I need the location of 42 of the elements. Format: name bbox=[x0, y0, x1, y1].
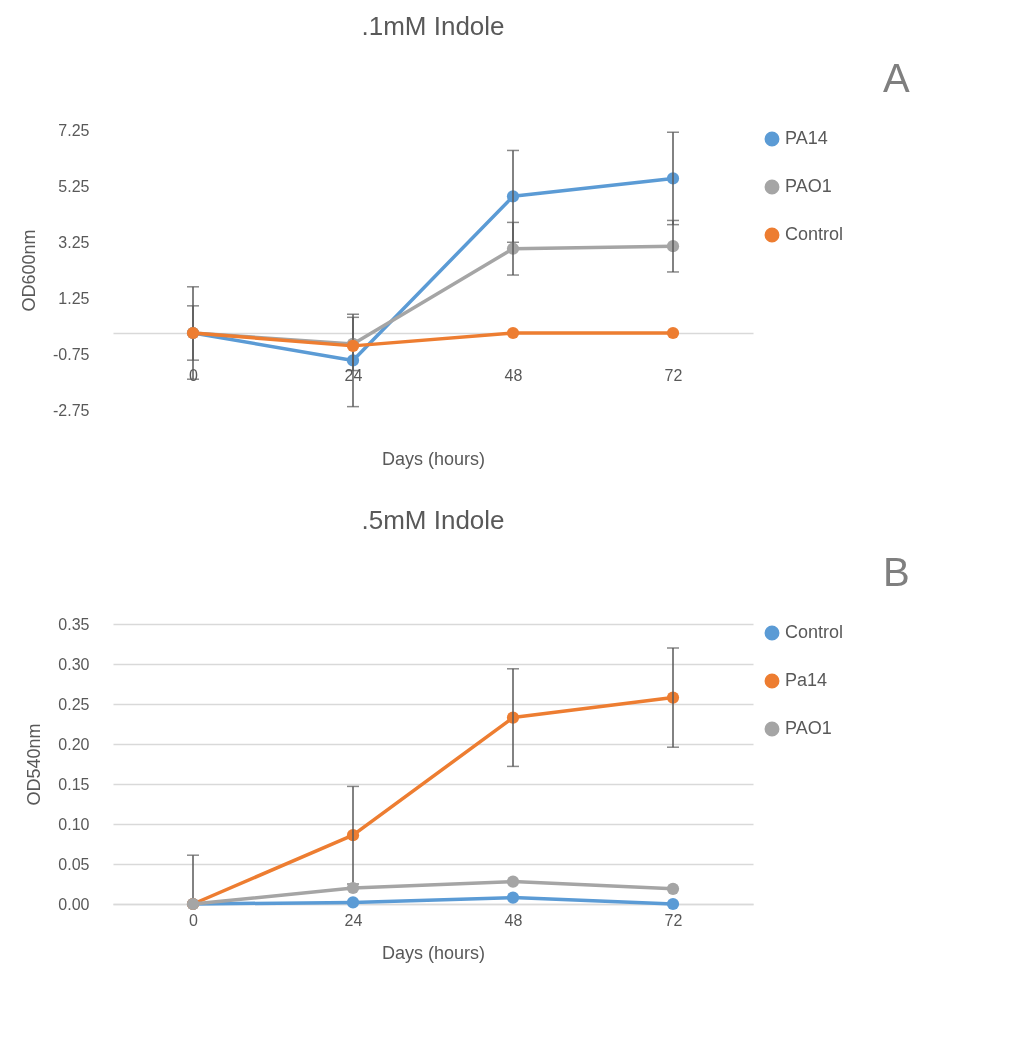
y-tick-label: 0.10 bbox=[58, 815, 90, 833]
x-axis-title: Days (hours) bbox=[381, 448, 486, 469]
y-tick-label: 0.00 bbox=[58, 895, 90, 913]
y-tick-label: 5.25 bbox=[58, 177, 90, 195]
legend-label: PAO1 bbox=[785, 718, 832, 738]
point bbox=[666, 897, 680, 911]
y-tick-label: 0.30 bbox=[58, 655, 90, 673]
point bbox=[346, 896, 360, 909]
chart-title: .1mM Indole bbox=[361, 11, 505, 41]
x-tick-label: 72 bbox=[664, 911, 683, 929]
legend-label: Control bbox=[785, 622, 844, 642]
point bbox=[506, 326, 520, 340]
x-tick-label: 48 bbox=[504, 366, 523, 384]
y-axis-title: OD540nm bbox=[24, 723, 45, 806]
x-axis-title: Days (hours) bbox=[381, 942, 486, 963]
y-tick-label: 0.15 bbox=[58, 775, 90, 793]
y-tick-label: 0.25 bbox=[58, 695, 90, 713]
y-tick-label: 0.35 bbox=[58, 615, 90, 633]
point bbox=[346, 881, 360, 895]
y-tick-label: -0.75 bbox=[53, 345, 90, 363]
x-tick-label: 0 bbox=[189, 911, 199, 929]
chart-title: .5mM Indole bbox=[361, 505, 505, 535]
x-tick-label: 48 bbox=[504, 911, 523, 929]
y-tick-label: 7.25 bbox=[58, 121, 90, 139]
y-tick-label: -2.75 bbox=[53, 401, 90, 419]
x-tick-label: 72 bbox=[664, 366, 683, 384]
legend-label: Control bbox=[785, 224, 844, 244]
y-axis-title: OD600nm bbox=[19, 229, 40, 312]
legend-label: PA14 bbox=[785, 128, 828, 148]
legend-label: PAO1 bbox=[785, 176, 832, 196]
text: B bbox=[883, 550, 910, 594]
point bbox=[506, 891, 520, 904]
point bbox=[666, 882, 680, 895]
y-tick-label: 3.25 bbox=[58, 233, 90, 251]
text: A bbox=[883, 56, 910, 100]
y-tick-label: 0.05 bbox=[58, 855, 90, 873]
legend-label: Pa14 bbox=[785, 670, 828, 690]
point bbox=[666, 326, 680, 340]
point bbox=[506, 875, 520, 888]
x-tick-label: 24 bbox=[344, 911, 363, 929]
y-tick-label: 1.25 bbox=[58, 289, 90, 307]
y-tick-label: 0.20 bbox=[58, 735, 90, 753]
